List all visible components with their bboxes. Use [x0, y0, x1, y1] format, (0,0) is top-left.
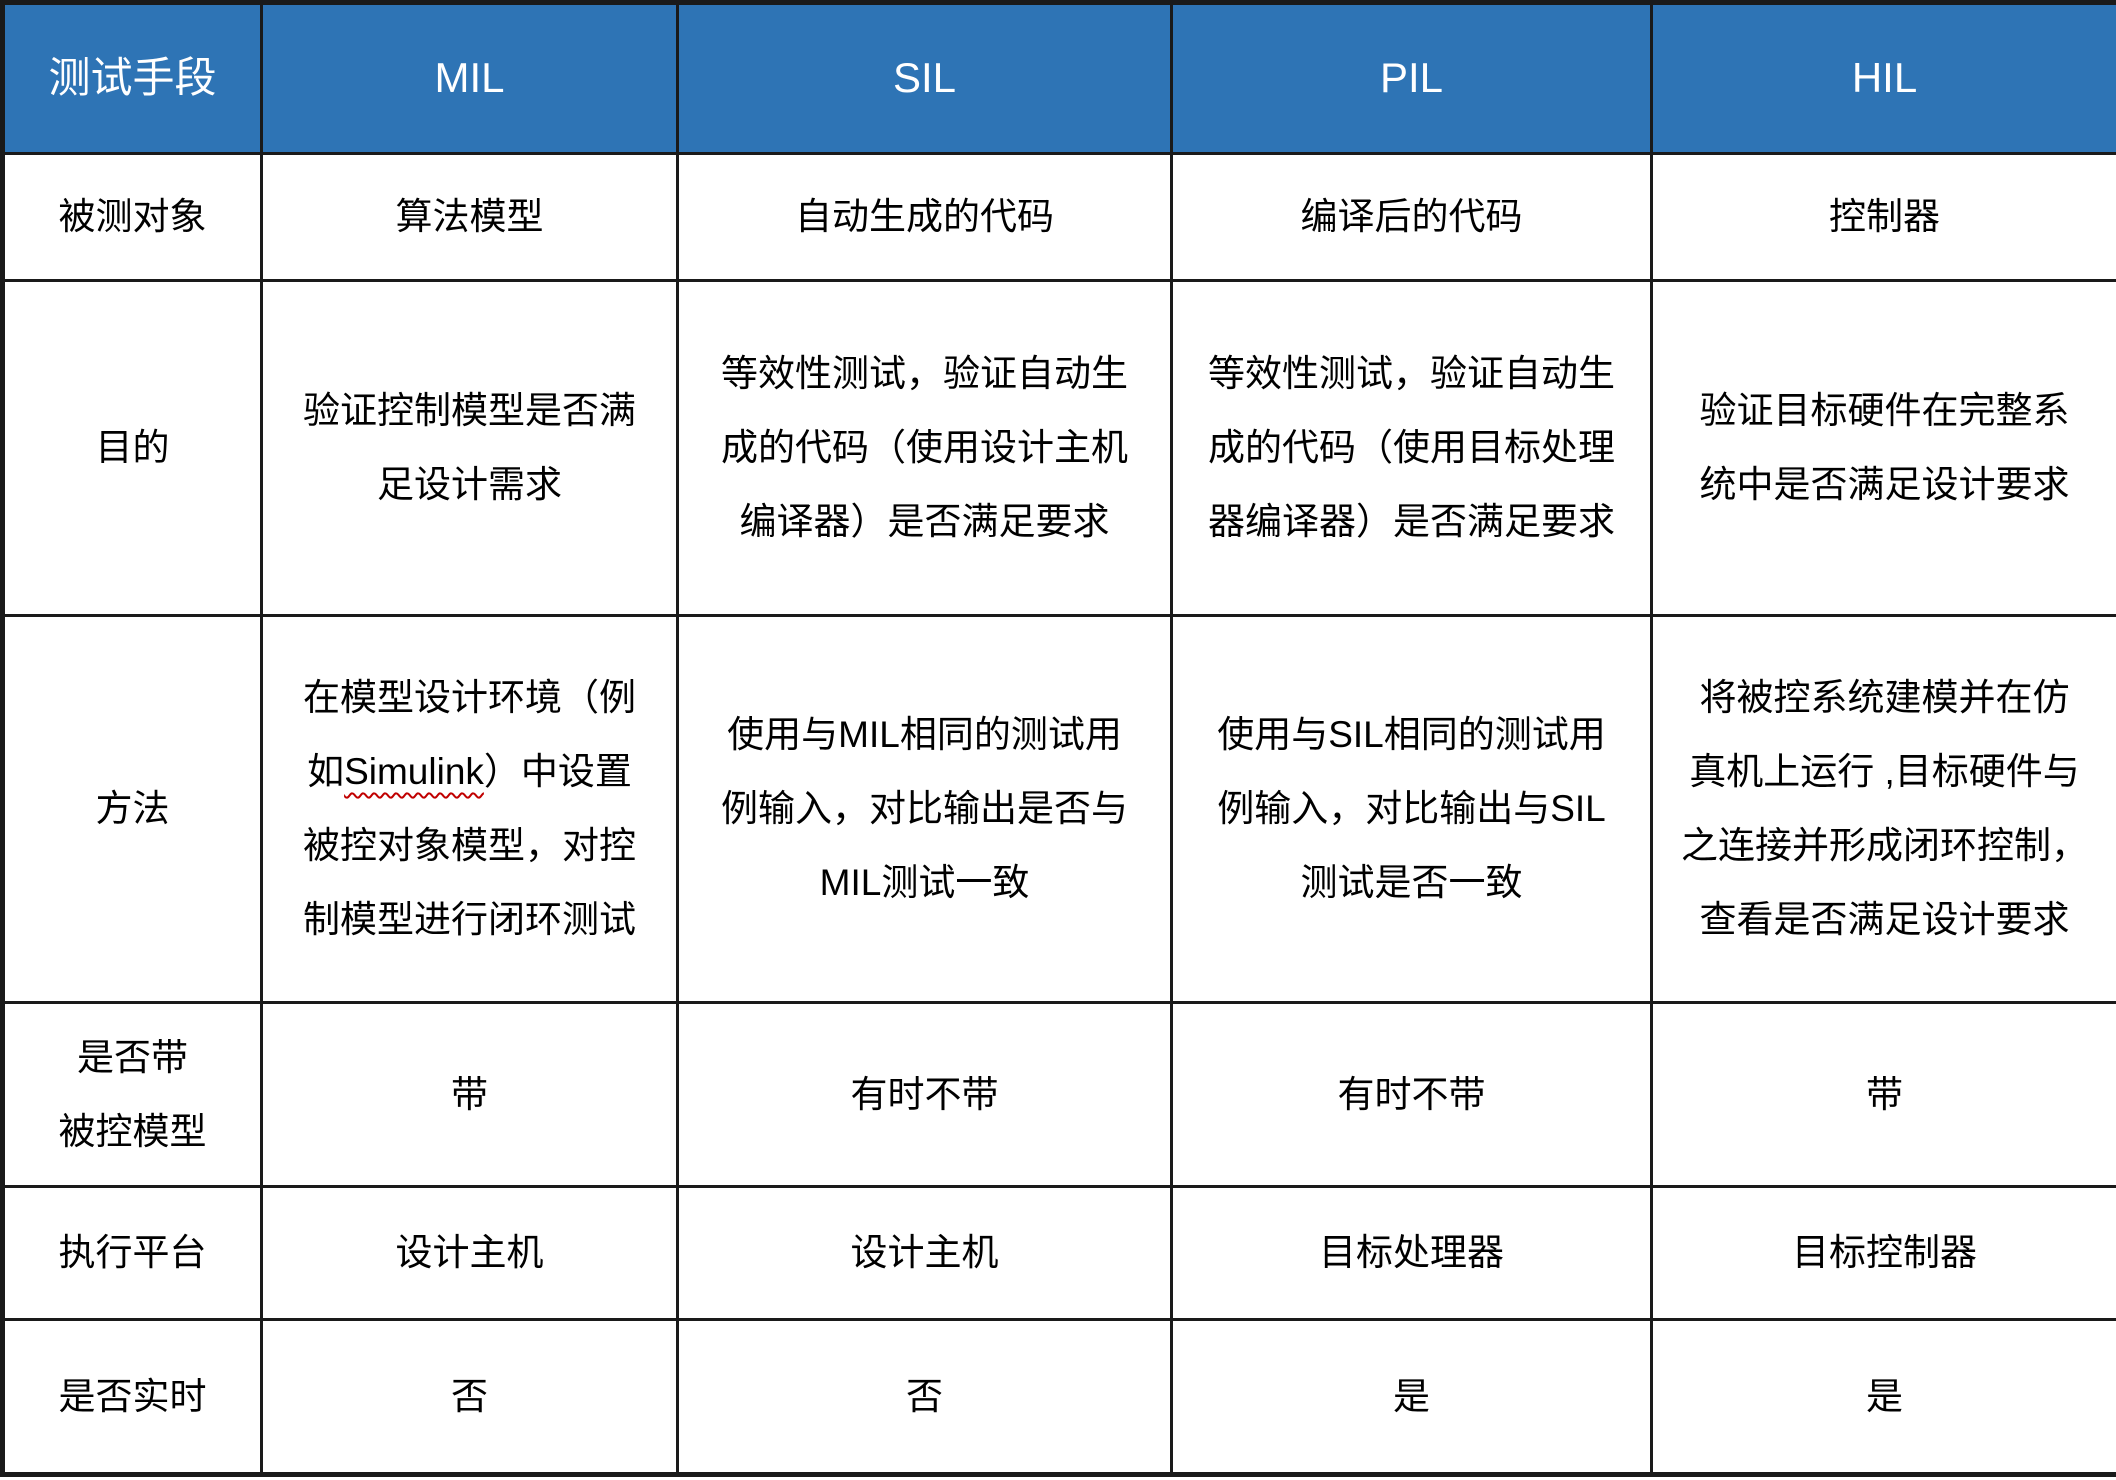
cell-platform-sil: 设计主机: [676, 1185, 1173, 1321]
row-label-platform: 执行平台: [1, 1185, 263, 1321]
row-purpose: 目的 验证控制模型是否满 足设计需求 等效性测试，验证自动生 成的代码（使用设计…: [1, 279, 2116, 617]
header-cell-sil: SIL: [676, 1, 1173, 155]
row-method: 方法 在模型设计环境（例 如Simulink）中设置 被控对象模型，对控 制模型…: [1, 614, 2116, 1004]
cell-realtime-sil: 否: [676, 1318, 1173, 1476]
row-label-purpose: 目的: [1, 279, 263, 617]
cell-platform-hil: 目标控制器: [1650, 1185, 2116, 1321]
cell-method-mil: 在模型设计环境（例 如Simulink）中设置 被控对象模型，对控 制模型进行闭…: [260, 614, 679, 1004]
method-mil-text-post: ）中设置 被控对象模型，对控 制模型进行闭环测试: [303, 751, 636, 940]
cell-test-object-pil: 编译后的代码: [1170, 152, 1653, 282]
cell-purpose-sil: 等效性测试，验证自动生 成的代码（使用设计主机 编译器）是否满足要求: [676, 279, 1173, 617]
cell-method-hil: 将被控系统建模并在仿 真机上运行 ,目标硬件与 之连接并形成闭环控制， 查看是否…: [1650, 614, 2116, 1004]
row-plant-model: 是否带 被控模型 带 有时不带 有时不带 带: [1, 1001, 2116, 1188]
cell-purpose-pil: 等效性测试，验证自动生 成的代码（使用目标处理 器编译器）是否满足要求: [1170, 279, 1653, 617]
cell-platform-pil: 目标处理器: [1170, 1185, 1653, 1321]
header-cell-test-means: 测试手段: [1, 1, 263, 155]
cell-plant-model-sil: 有时不带: [676, 1001, 1173, 1188]
row-test-object: 被测对象 算法模型 自动生成的代码 编译后的代码 控制器: [1, 152, 2116, 282]
cell-purpose-mil: 验证控制模型是否满 足设计需求: [260, 279, 679, 617]
header-row: 测试手段 MIL SIL PIL HIL: [1, 1, 2116, 155]
cell-method-pil: 使用与SIL相同的测试用 例输入，对比输出与SIL 测试是否一致: [1170, 614, 1653, 1004]
row-label-plant-model: 是否带 被控模型: [1, 1001, 263, 1188]
row-label-test-object: 被测对象: [1, 152, 263, 282]
row-label-realtime: 是否实时: [1, 1318, 263, 1476]
cell-platform-mil: 设计主机: [260, 1185, 679, 1321]
cell-realtime-pil: 是: [1170, 1318, 1653, 1476]
header-cell-mil: MIL: [260, 1, 679, 155]
header-cell-pil: PIL: [1170, 1, 1653, 155]
row-realtime: 是否实时 否 否 是 是: [1, 1318, 2116, 1476]
cell-purpose-hil: 验证目标硬件在完整系 统中是否满足设计要求: [1650, 279, 2116, 617]
cell-test-object-hil: 控制器: [1650, 152, 2116, 282]
cell-test-object-mil: 算法模型: [260, 152, 679, 282]
cell-plant-model-mil: 带: [260, 1001, 679, 1188]
row-label-method: 方法: [1, 614, 263, 1004]
cell-method-sil: 使用与MIL相同的测试用 例输入，对比输出是否与 MIL测试一致: [676, 614, 1173, 1004]
misspelled-word-simulink: Simulink: [344, 751, 484, 792]
method-mil-text-pre: 在模型设计环境（例 如: [303, 677, 636, 792]
header-cell-hil: HIL: [1650, 1, 2116, 155]
cell-test-object-sil: 自动生成的代码: [676, 152, 1173, 282]
cell-plant-model-hil: 带: [1650, 1001, 2116, 1188]
row-platform: 执行平台 设计主机 设计主机 目标处理器 目标控制器: [1, 1185, 2116, 1321]
cell-realtime-mil: 否: [260, 1318, 679, 1476]
cell-realtime-hil: 是: [1650, 1318, 2116, 1476]
cell-plant-model-pil: 有时不带: [1170, 1001, 1653, 1188]
